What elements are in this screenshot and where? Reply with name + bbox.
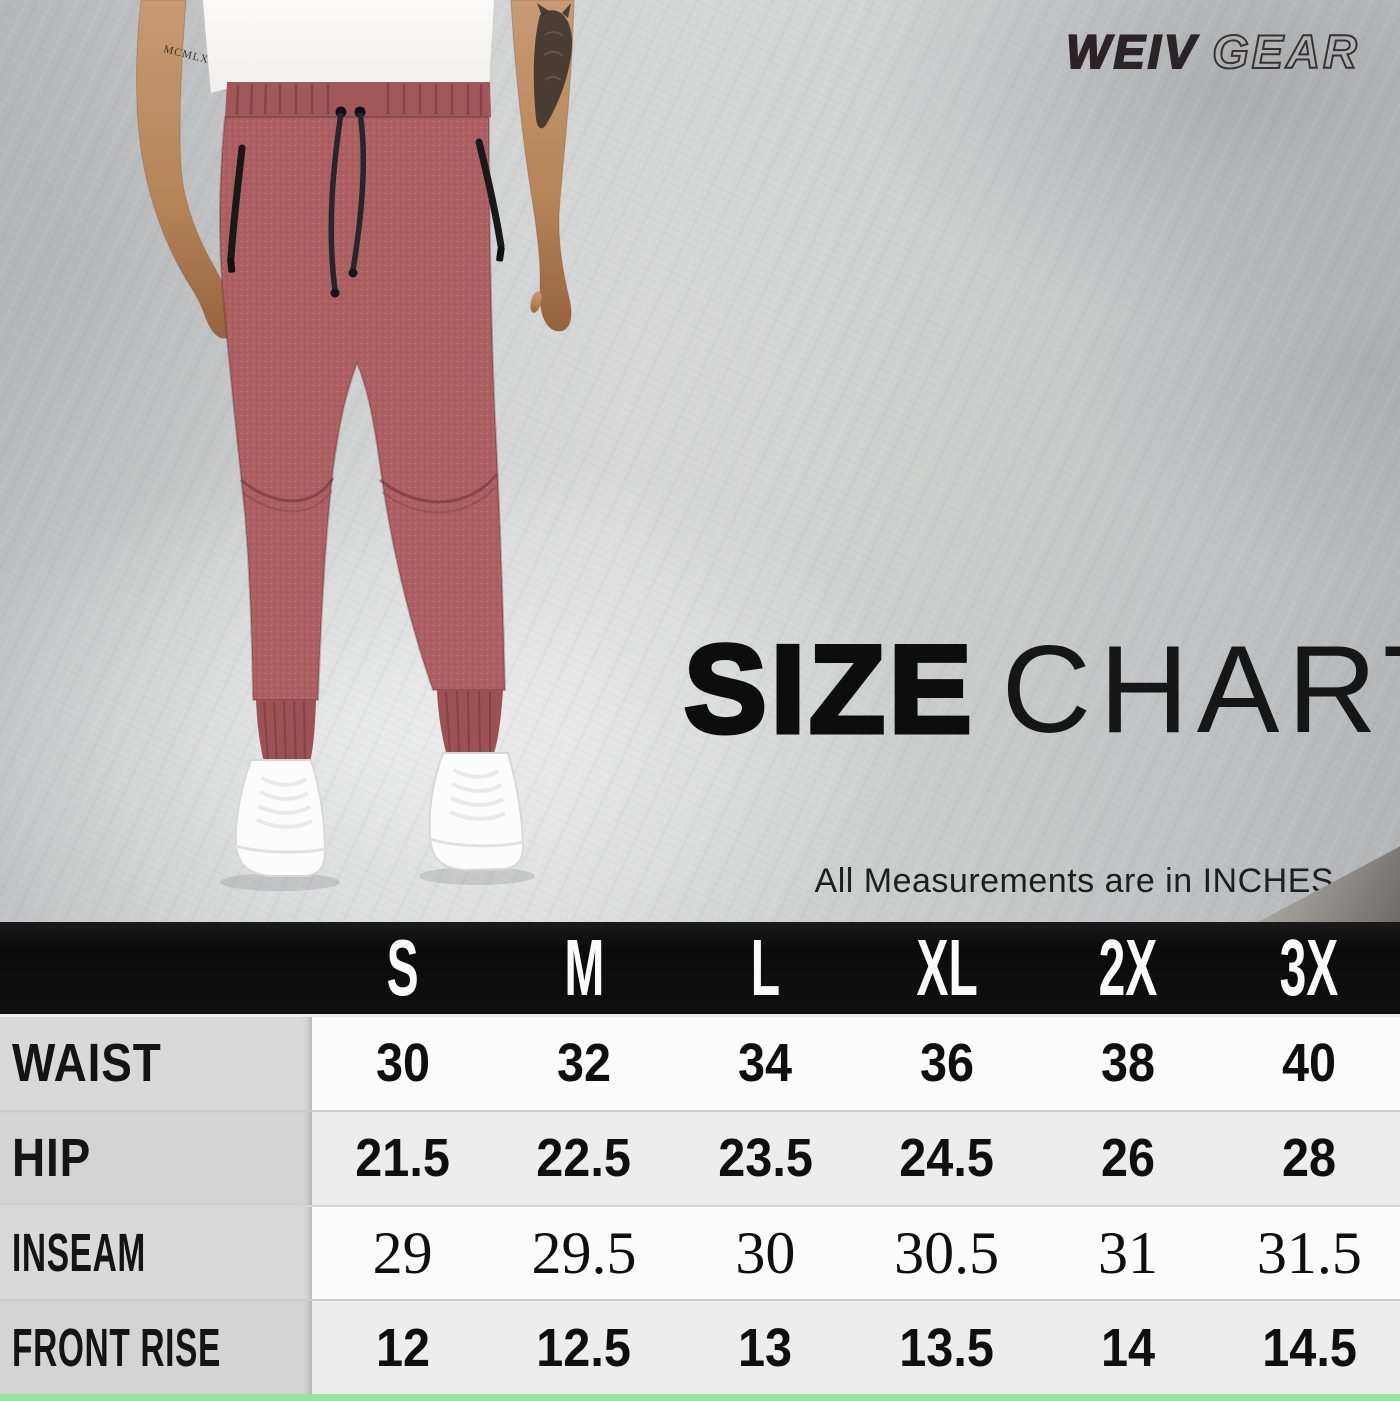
column-header-xl-text: XL bbox=[915, 923, 978, 1012]
cell-hip-s-text: 21.5 bbox=[355, 1128, 450, 1189]
cell-front-rise-s-text: 12 bbox=[375, 1317, 430, 1378]
cell-front-rise-m: 12.5 bbox=[493, 1301, 674, 1394]
cell-inseam-3x: 31.5 bbox=[1219, 1207, 1400, 1300]
cell-front-rise-m-text: 12.5 bbox=[536, 1317, 632, 1378]
table-row-hip: HIP 21.5 22.5 23.5 24.5 26 28 bbox=[0, 1109, 1400, 1205]
page-title: SIZE CHART bbox=[682, 621, 1400, 759]
cell-inseam-xl-text: 30.5 bbox=[894, 1219, 1000, 1286]
table-row-inseam: INSEAM 29 29.5 30 30.5 31 31.5 bbox=[0, 1204, 1400, 1300]
size-table: S M L XL 2X 3X WAIST 30 32 34 36 38 40 HIP 21.5 22.5 23… bbox=[0, 922, 1400, 1401]
column-header-s: S bbox=[312, 928, 493, 1008]
cell-waist-xl-text: 36 bbox=[919, 1033, 974, 1094]
cell-front-rise-s: 12 bbox=[312, 1301, 493, 1394]
cell-waist-s-text: 30 bbox=[375, 1033, 430, 1094]
cell-front-rise-xl: 13.5 bbox=[856, 1301, 1037, 1394]
measurement-note: All Measurements are in INCHES. bbox=[814, 862, 1344, 900]
zipper-pocket bbox=[227, 144, 246, 273]
accent-bottom-bar bbox=[0, 1394, 1400, 1401]
cell-inseam-l-text: 30 bbox=[735, 1219, 796, 1286]
column-header-l: L bbox=[675, 928, 856, 1008]
column-header-3x: 3X bbox=[1219, 928, 1400, 1008]
cell-hip-2x: 26 bbox=[1037, 1112, 1218, 1205]
cell-hip-l-text: 23.5 bbox=[718, 1128, 813, 1189]
cell-hip-3x-text: 28 bbox=[1282, 1128, 1337, 1189]
ground-shadow bbox=[419, 867, 535, 885]
column-header-2x: 2X bbox=[1037, 928, 1218, 1008]
cell-hip-xl: 24.5 bbox=[856, 1112, 1037, 1205]
cell-waist-m: 32 bbox=[493, 1017, 674, 1110]
cell-waist-s: 30 bbox=[312, 1017, 493, 1110]
row-label-front-rise-text: FRONT RISE bbox=[12, 1317, 221, 1378]
model-sneakers bbox=[234, 752, 525, 877]
cell-waist-m-text: 32 bbox=[556, 1033, 612, 1094]
row-label-waist: WAIST bbox=[0, 1017, 312, 1110]
cell-inseam-2x: 31 bbox=[1037, 1207, 1218, 1300]
cell-hip-2x-text: 26 bbox=[1100, 1128, 1156, 1189]
zipper-pocket bbox=[475, 138, 505, 262]
size-table-body: WAIST 30 32 34 36 38 40 HIP 21.5 22.5 23.5 24.5 26 28… bbox=[0, 1017, 1400, 1394]
cell-front-rise-3x: 14.5 bbox=[1219, 1301, 1400, 1394]
cell-inseam-m-text: 29.5 bbox=[531, 1219, 637, 1286]
model-joggers bbox=[218, 82, 507, 766]
column-header-xl: XL bbox=[856, 928, 1037, 1008]
cell-waist-2x: 38 bbox=[1037, 1017, 1218, 1110]
row-label-hip-text: HIP bbox=[12, 1128, 92, 1189]
cell-hip-xl-text: 24.5 bbox=[899, 1128, 994, 1189]
table-row-waist: WAIST 30 32 34 36 38 40 bbox=[0, 1017, 1400, 1110]
model-photo: MCMLX bbox=[136, 0, 575, 891]
cell-hip-m-text: 22.5 bbox=[536, 1128, 632, 1189]
cell-front-rise-l: 13 bbox=[675, 1301, 856, 1394]
cell-inseam-m: 29.5 bbox=[493, 1207, 674, 1300]
brand-logo-primary: WEIV bbox=[1065, 24, 1199, 79]
cell-hip-3x: 28 bbox=[1219, 1112, 1400, 1205]
cell-waist-3x: 40 bbox=[1219, 1017, 1400, 1110]
column-header-2x-text: 2X bbox=[1098, 923, 1158, 1012]
cell-front-rise-3x-text: 14.5 bbox=[1262, 1317, 1357, 1378]
row-label-front-rise: FRONT RISE bbox=[0, 1301, 312, 1394]
cell-waist-l: 34 bbox=[675, 1017, 856, 1110]
column-header-l-text: L bbox=[750, 923, 780, 1012]
column-header-m: M bbox=[493, 928, 674, 1008]
row-label-inseam: INSEAM bbox=[0, 1206, 312, 1300]
row-label-hip: HIP bbox=[0, 1111, 312, 1205]
owl-tattoo bbox=[533, 10, 573, 129]
cell-inseam-3x-text: 31.5 bbox=[1256, 1219, 1362, 1286]
column-header-m-text: M bbox=[564, 923, 604, 1012]
cell-waist-l-text: 34 bbox=[738, 1033, 793, 1094]
cell-front-rise-2x-text: 14 bbox=[1100, 1317, 1156, 1378]
cell-hip-l: 23.5 bbox=[675, 1112, 856, 1205]
cell-waist-xl: 36 bbox=[856, 1017, 1037, 1110]
cell-inseam-2x-text: 31 bbox=[1097, 1219, 1158, 1286]
column-header-s-text: S bbox=[386, 923, 419, 1012]
size-table-header: S M L XL 2X 3X bbox=[0, 922, 1400, 1017]
drawstring bbox=[328, 106, 367, 298]
cell-inseam-s: 29 bbox=[312, 1207, 493, 1300]
cell-inseam-s-text: 29 bbox=[372, 1219, 433, 1286]
ground-shadow bbox=[220, 873, 340, 891]
row-label-waist-text: WAIST bbox=[12, 1033, 162, 1094]
brand-logo: WEIV GEAR bbox=[1065, 24, 1360, 79]
cell-front-rise-xl-text: 13.5 bbox=[899, 1317, 994, 1378]
cell-waist-2x-text: 38 bbox=[1100, 1033, 1156, 1094]
photo-section: MCMLX bbox=[0, 0, 1400, 922]
cell-waist-3x-text: 40 bbox=[1282, 1033, 1337, 1094]
column-header-3x-text: 3X bbox=[1279, 923, 1339, 1012]
page-title-light: CHART bbox=[1001, 621, 1400, 759]
cell-front-rise-2x: 14 bbox=[1037, 1301, 1218, 1394]
model-right-arm bbox=[510, 0, 575, 332]
cell-inseam-xl: 30.5 bbox=[856, 1207, 1037, 1300]
cell-hip-s: 21.5 bbox=[312, 1112, 493, 1205]
cell-inseam-l: 30 bbox=[675, 1207, 856, 1300]
page-title-bold: SIZE bbox=[682, 621, 976, 759]
cell-hip-m: 22.5 bbox=[493, 1112, 674, 1205]
cell-front-rise-l-text: 13 bbox=[738, 1317, 793, 1378]
row-label-inseam-text: INSEAM bbox=[12, 1222, 146, 1283]
table-row-front-rise: FRONT RISE 12 12.5 13 13.5 14 14.5 bbox=[0, 1299, 1400, 1394]
brand-logo-secondary: GEAR bbox=[1211, 24, 1360, 79]
